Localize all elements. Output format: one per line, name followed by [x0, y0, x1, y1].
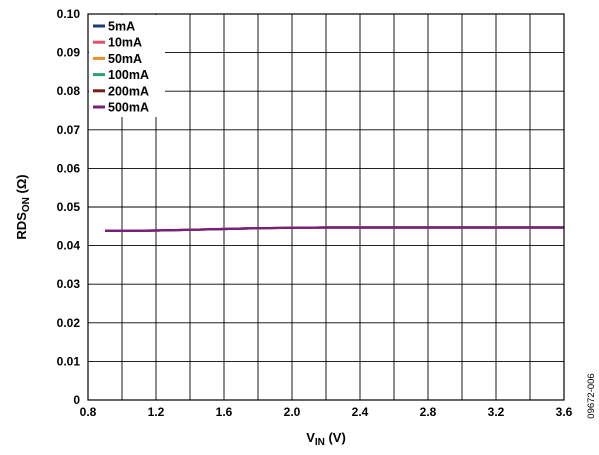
x-tick-label: 1.2	[148, 405, 165, 419]
legend-background	[89, 15, 165, 117]
x-axis-label-sub: IN	[315, 437, 325, 448]
y-tick-label: 0.03	[57, 277, 81, 291]
y-tick-label: 0.06	[57, 161, 81, 175]
x-tick-label: 2.0	[284, 405, 301, 419]
y-tick-label: 0.09	[57, 46, 81, 60]
legend-label: 500mA	[108, 101, 149, 115]
y-axis-label-sub: ON	[21, 197, 32, 212]
legend-label: 200mA	[108, 84, 149, 98]
legend-label: 5mA	[108, 20, 135, 34]
y-axis-label: RDSON (Ω)	[14, 174, 32, 239]
x-tick-label: 3.6	[556, 405, 573, 419]
grid	[88, 14, 564, 400]
y-axis-label-unit: (Ω)	[14, 174, 29, 197]
y-tick-label: 0.02	[57, 316, 81, 330]
figure-id: 09672-006	[586, 373, 597, 418]
series-line-500mA	[105, 226, 564, 232]
x-tick-labels: 0.8 1.2 1.6 2.0 2.4 2.8 3.2 3.6	[80, 405, 573, 419]
y-tick-label: 0.01	[57, 354, 81, 368]
x-tick-label: 0.8	[80, 405, 97, 419]
x-tick-label: 2.4	[352, 405, 369, 419]
plot-frame	[87, 13, 565, 401]
legend-label: 10mA	[108, 36, 142, 50]
y-axis-label-main: RDS	[14, 212, 29, 240]
y-tick-label: 0.05	[57, 200, 81, 214]
y-tick-label: 0.04	[57, 239, 81, 253]
y-tick-label: 0.07	[57, 123, 81, 137]
legend: 5mA 10mA 50mA 100mA 200mA 500mA	[89, 15, 165, 117]
y-tick-label: 0	[73, 393, 80, 407]
y-tick-labels: 0 0.01 0.02 0.03 0.04 0.05 0.06 0.07 0.08 0.09 0.1…	[57, 7, 81, 407]
x-tick-label: 2.8	[420, 405, 437, 419]
x-tick-label: 3.2	[488, 405, 505, 419]
series-lines	[105, 226, 564, 232]
x-axis-label-main: V	[306, 430, 315, 445]
y-tick-label: 0.10	[57, 7, 81, 21]
x-axis-label: VIN (V)	[306, 430, 346, 448]
y-tick-label: 0.08	[57, 84, 81, 98]
legend-label: 50mA	[108, 52, 142, 66]
x-axis-label-unit: (V)	[325, 430, 346, 445]
legend-label: 100mA	[108, 68, 149, 82]
x-tick-label: 1.6	[216, 405, 233, 419]
